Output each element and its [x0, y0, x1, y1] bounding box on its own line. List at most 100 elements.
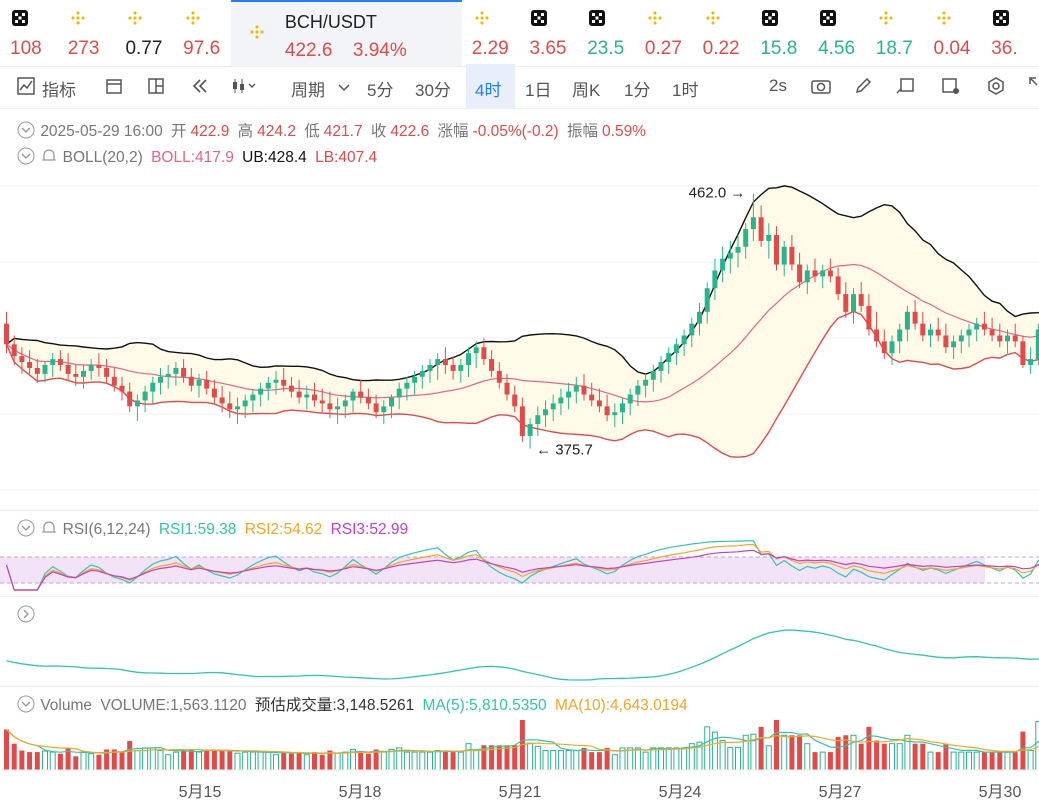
candle-body [635, 385, 641, 395]
ticker-item[interactable]: 108 [0, 0, 58, 66]
ticker-item[interactable]: 4.56 [808, 0, 866, 66]
collapse-chevron-icon[interactable] [16, 518, 36, 538]
change-label: 涨幅 [437, 123, 469, 140]
collapse-chevron-icon[interactable] [16, 694, 36, 714]
ticker-item[interactable]: 36. [981, 0, 1039, 66]
volume-bar [157, 750, 164, 771]
ticker-item-active[interactable]: BCH/USDT 422.6 3.94% [230, 0, 462, 66]
volume-bar [727, 746, 734, 771]
volume-bar [950, 751, 957, 771]
candle-body [473, 347, 479, 354]
volume-bar [1020, 731, 1026, 770]
ticker-item[interactable]: 23.5 [577, 0, 635, 66]
rsi1-line [5, 540, 1039, 591]
bell-icon[interactable] [40, 518, 58, 538]
ticker-item[interactable]: 3.65 [519, 0, 577, 66]
rsi-pane-divider [0, 596, 1039, 597]
interval-4h[interactable]: 4时 [475, 81, 502, 100]
rsi-name: RSI(6,12,24) [62, 521, 151, 538]
ticker-item[interactable]: 18.7 [866, 0, 924, 66]
volume-bar [457, 751, 464, 771]
okx-logo-icon [531, 10, 548, 26]
volume-bar [797, 735, 803, 770]
volume-bar [843, 735, 849, 770]
candle-body [697, 311, 702, 324]
expand-icon[interactable] [1028, 76, 1039, 96]
candle-body [627, 394, 633, 404]
amplitude-label: 振幅 [567, 123, 599, 140]
calendar-icon[interactable] [104, 76, 124, 96]
ticker-value: 4.56 [818, 38, 856, 59]
draw-tool-icon[interactable] [895, 76, 915, 96]
binance-logo-icon [474, 11, 489, 25]
period-dropdown[interactable]: 周期 [291, 81, 325, 100]
candle-body [943, 335, 949, 348]
volume-bar [889, 743, 895, 771]
candle-body [966, 329, 972, 336]
amplitude-value: 0.59% [602, 123, 646, 140]
candle-body [866, 305, 872, 330]
interval-1m[interactable]: 1分 [624, 81, 651, 100]
candle-type-icon[interactable] [230, 76, 256, 96]
candle-body [204, 379, 210, 389]
volume-bar [473, 750, 480, 771]
volume-bar [858, 743, 864, 770]
refresh-rate[interactable]: 2s [769, 76, 787, 95]
layout-icon[interactable] [146, 76, 166, 96]
ticker-value: 108 [10, 38, 42, 59]
volume-bar [219, 750, 225, 770]
candle-body [689, 323, 695, 336]
rewind-icon[interactable] [190, 76, 210, 96]
volume-bar [265, 751, 272, 771]
boll-mid-value: BOLL:417.9 [151, 149, 234, 166]
candle-body [573, 385, 579, 392]
interval-1h[interactable]: 1时 [672, 81, 699, 100]
high-annotation: 462.0 → [689, 185, 746, 202]
ohlc-datetime: 2025-05-29 16:00 [40, 123, 163, 140]
interval-5m[interactable]: 5分 [367, 81, 394, 100]
interval-30m[interactable]: 30分 [415, 81, 451, 100]
volume-bar [527, 742, 534, 771]
candle-body [858, 294, 864, 306]
ticker-item[interactable]: 273 [58, 0, 116, 66]
camera-icon[interactable] [810, 76, 832, 96]
indicators-button[interactable]: 指标 [42, 81, 76, 100]
volume-name: Volume [40, 697, 93, 714]
collapse-chevron-icon[interactable] [16, 120, 36, 140]
ticker-item[interactable]: 2.29 [462, 0, 520, 66]
ticker-item[interactable]: 0.77 [115, 0, 173, 66]
candle-body [535, 415, 541, 425]
candle-body [989, 329, 995, 336]
pencil-icon[interactable] [853, 76, 873, 96]
collapse-chevron-icon[interactable] [16, 146, 36, 166]
ticker-item[interactable]: 0.04 [924, 0, 982, 66]
volume-bar [935, 752, 941, 770]
candle-body [27, 362, 33, 368]
volume-bar [920, 743, 926, 770]
okx-logo-icon [820, 10, 837, 26]
volume-bar [804, 743, 811, 771]
ticker-item[interactable]: 97.6 [173, 0, 231, 66]
volume-bar [719, 740, 726, 771]
rsi1-value: RSI1:59.38 [158, 521, 237, 538]
ticker-value: 273 [67, 38, 100, 59]
expand-pane-chevron-icon[interactable] [16, 604, 36, 624]
ticker-value: 2.29 [471, 38, 509, 59]
settings-panel-icon[interactable] [940, 76, 962, 96]
candle-body [997, 335, 1003, 342]
bell-icon[interactable] [40, 146, 58, 166]
indicators-icon[interactable] [16, 76, 36, 96]
x-tick-label: 5月15 [179, 784, 222, 801]
volume-bar [943, 743, 949, 770]
candle-body [935, 329, 941, 336]
volume-bar [481, 745, 487, 770]
ticker-item[interactable]: 0.27 [635, 0, 693, 66]
ticker-item[interactable]: 15.8 [750, 0, 808, 66]
volume-bar [658, 747, 664, 771]
interval-1d[interactable]: 1日 [525, 81, 552, 100]
ticker-item[interactable]: 0.22 [693, 0, 751, 66]
interval-week[interactable]: 周K [572, 81, 601, 100]
candle-body [1020, 341, 1026, 365]
gear-icon[interactable] [986, 76, 1006, 96]
